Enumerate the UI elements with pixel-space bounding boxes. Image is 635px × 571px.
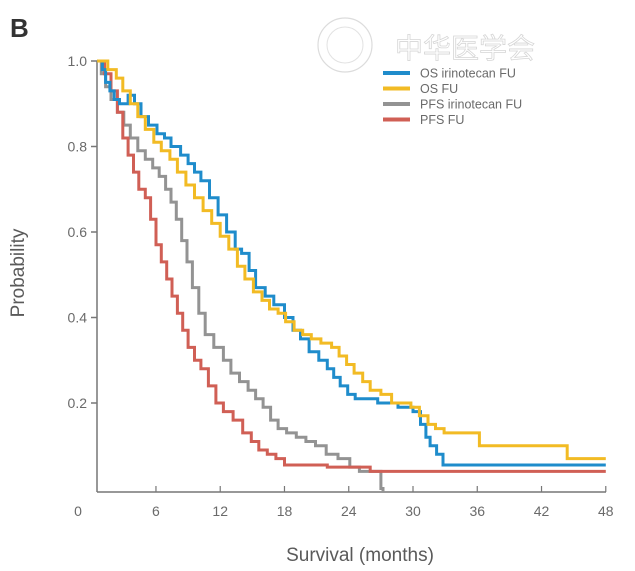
x-tick-label: 6	[152, 503, 160, 519]
panel-label: B	[10, 13, 29, 43]
y-tick-label: 0.6	[68, 224, 88, 240]
series-line-pfs-irinotecan-fu	[97, 59, 385, 492]
watermark-seal-inner	[326, 26, 364, 64]
y-ticks: 0.2 0.4 0.6 0.8 1.0	[68, 53, 97, 411]
axes	[96, 61, 606, 493]
legend-label-os-irinotecan-fu: OS irinotecan FU	[420, 67, 516, 81]
x-tick-label: 12	[212, 503, 228, 519]
legend-label-pfs-fu: PFS FU	[420, 113, 464, 127]
x-tick-label: 30	[405, 503, 421, 519]
series-line-os-fu	[97, 59, 606, 461]
y-tick-label: 0.2	[68, 395, 88, 411]
x-tick-label: 18	[277, 503, 293, 519]
y-axis-title: Probability	[8, 228, 29, 317]
x-tick-label: 36	[469, 503, 485, 519]
legend-label-pfs-irinotecan-fu: PFS irinotecan FU	[420, 98, 522, 112]
y-tick-label: 1.0	[68, 53, 88, 69]
x-tick-label: 24	[341, 503, 357, 519]
series-line-os-irinotecan-fu	[97, 59, 606, 467]
legend-label-os-fu: OS FU	[420, 82, 458, 96]
watermark-text: 中华医学会	[395, 32, 535, 65]
x-tick-label: 0	[74, 503, 82, 519]
x-axis-title: Survival (months)	[286, 545, 434, 566]
watermark: 中华医学会	[317, 17, 535, 73]
series-group	[97, 59, 606, 492]
series-line-pfs-fu	[97, 59, 606, 473]
watermark-seal-icon	[317, 17, 373, 73]
x-tick-label: 48	[598, 503, 614, 519]
x-tick-label: 42	[534, 503, 550, 519]
x-ticks: 0 6 12 18 24 30 36 42 48	[74, 486, 614, 519]
y-tick-label: 0.8	[68, 139, 88, 155]
y-tick-label: 0.4	[68, 310, 88, 326]
